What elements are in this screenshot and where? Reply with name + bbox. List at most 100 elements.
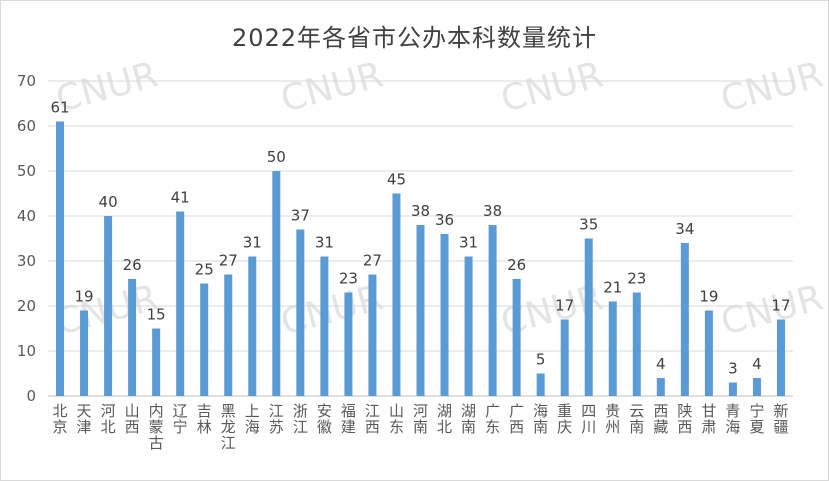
- watermark-text: CNUR: [277, 54, 388, 120]
- x-tick-label: 湖: [437, 402, 452, 420]
- x-tick-label: 东: [485, 418, 500, 436]
- data-label: 31: [315, 234, 334, 252]
- x-tick-label: 辽: [173, 402, 188, 420]
- bar: [488, 225, 497, 396]
- y-tick-label: 60: [17, 117, 36, 135]
- x-tick-label: 青: [725, 402, 740, 420]
- bar: [536, 373, 545, 396]
- x-tick-label: 徽: [317, 418, 332, 436]
- x-tick-label: 浙: [293, 402, 308, 420]
- x-tick-label: 林: [197, 418, 212, 436]
- bar: [584, 238, 593, 396]
- x-tick-label: 津: [77, 418, 92, 436]
- bar: [200, 283, 209, 396]
- x-tick-label: 西: [365, 418, 380, 436]
- data-label: 31: [243, 234, 262, 252]
- watermark-text: CNUR: [497, 54, 608, 120]
- y-tick-label: 20: [17, 297, 36, 315]
- bar: [608, 301, 617, 396]
- bar: [776, 319, 785, 396]
- x-tick-label: 云: [629, 402, 644, 420]
- x-tick-label: 天: [77, 402, 92, 420]
- x-tick-label: 北: [53, 402, 68, 420]
- data-label: 4: [656, 355, 666, 373]
- data-label: 23: [339, 270, 358, 288]
- x-tick-label: 河: [101, 402, 116, 420]
- data-label: 61: [50, 99, 69, 117]
- x-tick-label: 黑: [221, 402, 236, 420]
- x-tick-label: 山: [125, 402, 140, 420]
- bar: [80, 310, 89, 396]
- x-tick-label: 海: [245, 418, 260, 436]
- x-tick-label: 吉: [197, 402, 212, 420]
- data-label: 23: [627, 270, 646, 288]
- x-tick-label: 湖: [461, 402, 476, 420]
- data-label: 34: [675, 220, 694, 238]
- x-tick-label: 广: [485, 402, 500, 420]
- bar: [728, 382, 737, 396]
- bar: [632, 292, 641, 396]
- x-tick-label: 宁: [749, 402, 764, 420]
- x-tick-label: 江: [221, 434, 236, 452]
- x-tick-label: 北: [437, 418, 452, 436]
- x-tick-label: 江: [269, 402, 284, 420]
- x-tick-label: 甘: [701, 402, 716, 420]
- data-label: 41: [171, 189, 190, 207]
- data-label: 27: [363, 252, 382, 270]
- x-tick-label: 南: [629, 418, 644, 436]
- x-tick-label: 川: [581, 418, 596, 436]
- x-tick-label: 江: [293, 418, 308, 436]
- x-tick-label: 夏: [749, 418, 764, 436]
- x-tick-label: 福: [341, 402, 356, 420]
- x-tick-label: 陕: [677, 402, 692, 420]
- bar: [344, 292, 353, 396]
- data-label: 21: [603, 279, 622, 297]
- x-tick-label: 疆: [773, 418, 788, 436]
- y-tick-label: 40: [17, 207, 36, 225]
- data-label: 35: [579, 216, 598, 234]
- data-label: 45: [387, 171, 406, 189]
- bar: [512, 279, 521, 396]
- x-tick-label: 建: [341, 418, 356, 436]
- x-tick-label: 西: [653, 402, 668, 420]
- bar: [152, 328, 161, 396]
- x-tick-label: 重: [557, 402, 572, 420]
- x-tick-label: 龙: [221, 418, 236, 436]
- data-label: 17: [555, 297, 574, 315]
- data-label: 27: [219, 252, 238, 270]
- x-tick-label: 苏: [269, 418, 284, 436]
- x-tick-label: 西: [125, 418, 140, 436]
- data-label: 5: [536, 351, 546, 369]
- bar: [320, 256, 329, 396]
- x-tick-label: 内: [149, 402, 164, 420]
- x-tick-label: 上: [245, 402, 260, 420]
- data-label: 38: [483, 202, 502, 220]
- x-tick-label: 新: [773, 402, 788, 420]
- bar: [656, 378, 665, 396]
- x-tick-label: 广: [509, 402, 524, 420]
- y-tick-label: 30: [17, 252, 36, 270]
- bar: [56, 121, 65, 396]
- data-label: 3: [728, 360, 738, 378]
- x-tick-label: 京: [53, 418, 68, 436]
- data-label: 38: [411, 202, 430, 220]
- x-tick-label: 贵: [605, 402, 620, 420]
- x-tick-label: 南: [533, 418, 548, 436]
- data-label: 40: [99, 193, 118, 211]
- bar: [752, 378, 761, 396]
- x-tick-label: 古: [149, 434, 164, 452]
- data-label: 36: [435, 211, 454, 229]
- x-tick-label: 安: [317, 402, 332, 420]
- bar: [464, 256, 473, 396]
- bar: [248, 256, 257, 396]
- y-tick-label: 50: [17, 162, 36, 180]
- data-label: 4: [752, 355, 762, 373]
- data-label: 50: [267, 148, 286, 166]
- x-tick-label: 藏: [653, 418, 668, 436]
- bar: [128, 279, 137, 396]
- y-tick-label: 10: [17, 342, 36, 360]
- data-label: 26: [123, 256, 142, 274]
- data-label: 26: [507, 256, 526, 274]
